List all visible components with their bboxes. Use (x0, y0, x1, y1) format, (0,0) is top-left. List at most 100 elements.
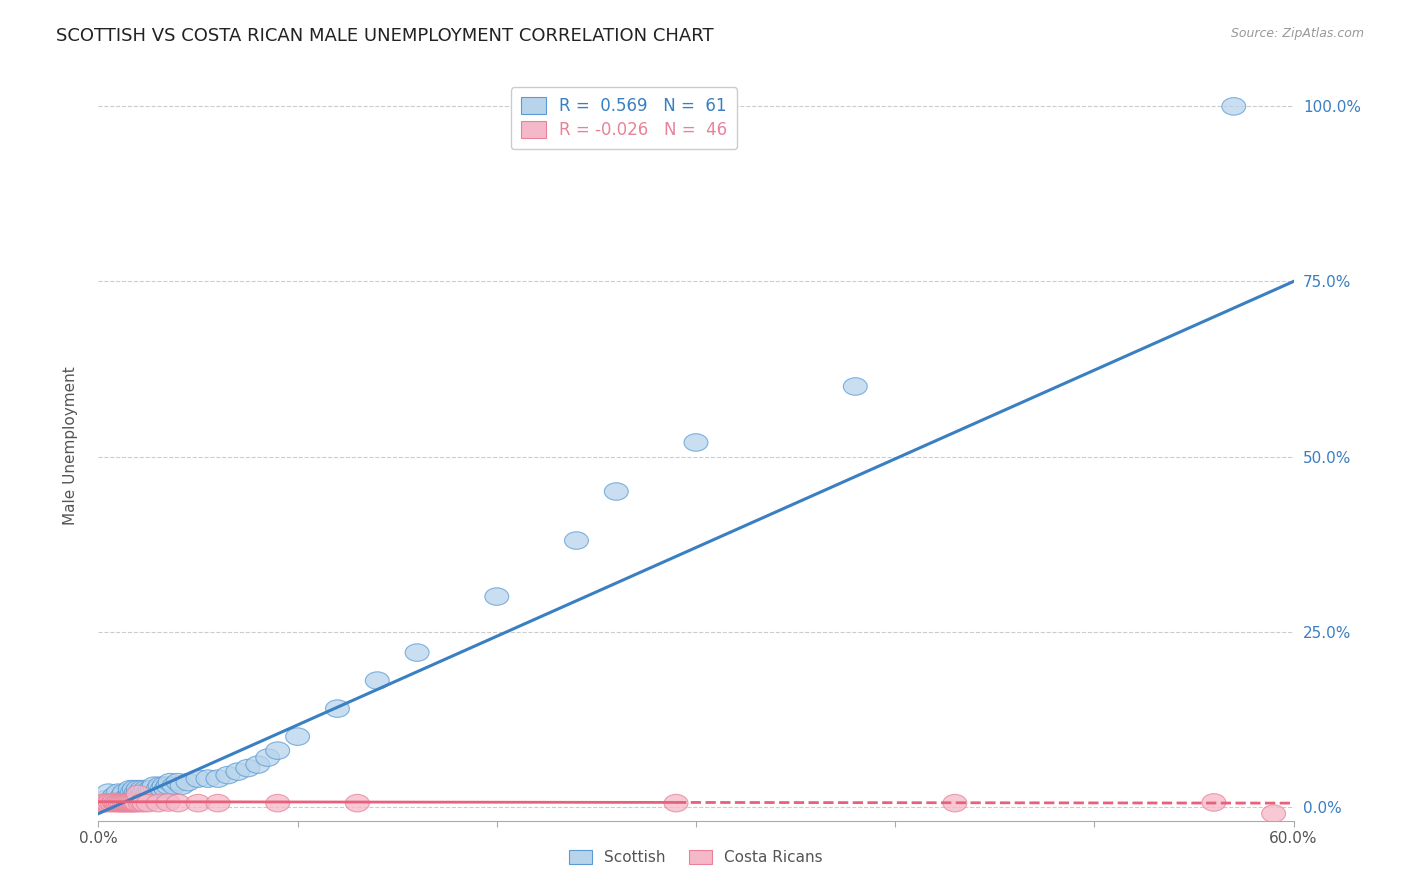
Ellipse shape (226, 763, 250, 780)
Ellipse shape (256, 749, 280, 766)
Ellipse shape (122, 795, 146, 812)
Ellipse shape (176, 773, 200, 791)
Ellipse shape (485, 588, 509, 606)
Ellipse shape (111, 788, 135, 805)
Ellipse shape (121, 794, 145, 811)
Ellipse shape (207, 770, 231, 788)
Ellipse shape (138, 780, 162, 797)
Ellipse shape (136, 784, 160, 801)
Ellipse shape (103, 793, 127, 811)
Ellipse shape (112, 784, 136, 801)
Ellipse shape (122, 794, 146, 811)
Ellipse shape (121, 784, 145, 801)
Ellipse shape (150, 780, 174, 797)
Ellipse shape (146, 780, 170, 797)
Ellipse shape (118, 784, 142, 801)
Ellipse shape (170, 777, 194, 795)
Ellipse shape (124, 784, 148, 801)
Ellipse shape (186, 770, 209, 788)
Ellipse shape (112, 794, 136, 811)
Ellipse shape (217, 766, 240, 784)
Ellipse shape (122, 780, 146, 797)
Y-axis label: Male Unemployment: Male Unemployment (63, 367, 77, 525)
Ellipse shape (565, 532, 589, 549)
Ellipse shape (155, 780, 179, 797)
Ellipse shape (148, 777, 172, 795)
Ellipse shape (103, 788, 127, 805)
Ellipse shape (93, 795, 117, 812)
Ellipse shape (207, 795, 231, 812)
Ellipse shape (97, 795, 121, 812)
Ellipse shape (246, 756, 270, 773)
Ellipse shape (124, 795, 148, 812)
Ellipse shape (98, 794, 122, 811)
Ellipse shape (90, 795, 114, 812)
Ellipse shape (152, 777, 176, 795)
Ellipse shape (117, 794, 141, 811)
Ellipse shape (159, 773, 183, 791)
Ellipse shape (107, 794, 131, 811)
Ellipse shape (131, 788, 155, 805)
Ellipse shape (121, 795, 145, 812)
Ellipse shape (117, 795, 141, 812)
Ellipse shape (943, 795, 967, 812)
Ellipse shape (114, 795, 138, 812)
Ellipse shape (162, 777, 186, 795)
Ellipse shape (121, 788, 145, 805)
Ellipse shape (94, 794, 118, 811)
Ellipse shape (107, 791, 131, 808)
Ellipse shape (108, 794, 132, 811)
Ellipse shape (266, 742, 290, 759)
Ellipse shape (103, 794, 127, 811)
Ellipse shape (1202, 794, 1226, 811)
Ellipse shape (266, 795, 290, 812)
Ellipse shape (118, 780, 142, 797)
Ellipse shape (1222, 97, 1246, 115)
Ellipse shape (664, 795, 688, 812)
Ellipse shape (405, 644, 429, 661)
Ellipse shape (104, 794, 128, 811)
Ellipse shape (146, 795, 170, 812)
Ellipse shape (142, 777, 166, 795)
Ellipse shape (104, 795, 128, 812)
Legend: Scottish, Costa Ricans: Scottish, Costa Ricans (561, 843, 831, 873)
Ellipse shape (93, 791, 117, 808)
Ellipse shape (326, 700, 350, 717)
Ellipse shape (128, 795, 152, 812)
Text: SCOTTISH VS COSTA RICAN MALE UNEMPLOYMENT CORRELATION CHART: SCOTTISH VS COSTA RICAN MALE UNEMPLOYMEN… (56, 27, 714, 45)
Ellipse shape (166, 773, 190, 791)
Ellipse shape (135, 780, 159, 797)
Ellipse shape (108, 795, 132, 812)
Ellipse shape (127, 780, 150, 797)
Text: Source: ZipAtlas.com: Source: ZipAtlas.com (1230, 27, 1364, 40)
Ellipse shape (131, 780, 155, 797)
Ellipse shape (141, 780, 165, 797)
Ellipse shape (118, 794, 142, 811)
Ellipse shape (118, 795, 142, 812)
Ellipse shape (108, 791, 132, 808)
Ellipse shape (111, 795, 135, 812)
Ellipse shape (346, 795, 370, 812)
Ellipse shape (156, 777, 180, 795)
Ellipse shape (107, 795, 131, 812)
Ellipse shape (685, 434, 709, 451)
Ellipse shape (136, 795, 160, 812)
Ellipse shape (132, 795, 156, 812)
Ellipse shape (107, 784, 131, 801)
Ellipse shape (195, 770, 219, 788)
Ellipse shape (127, 784, 150, 801)
Ellipse shape (127, 785, 150, 803)
Ellipse shape (124, 788, 148, 805)
Ellipse shape (114, 794, 138, 811)
Ellipse shape (117, 791, 141, 808)
Ellipse shape (132, 784, 156, 801)
Ellipse shape (97, 784, 121, 801)
Ellipse shape (186, 795, 209, 812)
Ellipse shape (285, 728, 309, 746)
Ellipse shape (166, 795, 190, 812)
Ellipse shape (100, 791, 124, 808)
Ellipse shape (1261, 805, 1285, 822)
Ellipse shape (131, 794, 155, 811)
Ellipse shape (366, 672, 389, 690)
Ellipse shape (112, 791, 136, 808)
